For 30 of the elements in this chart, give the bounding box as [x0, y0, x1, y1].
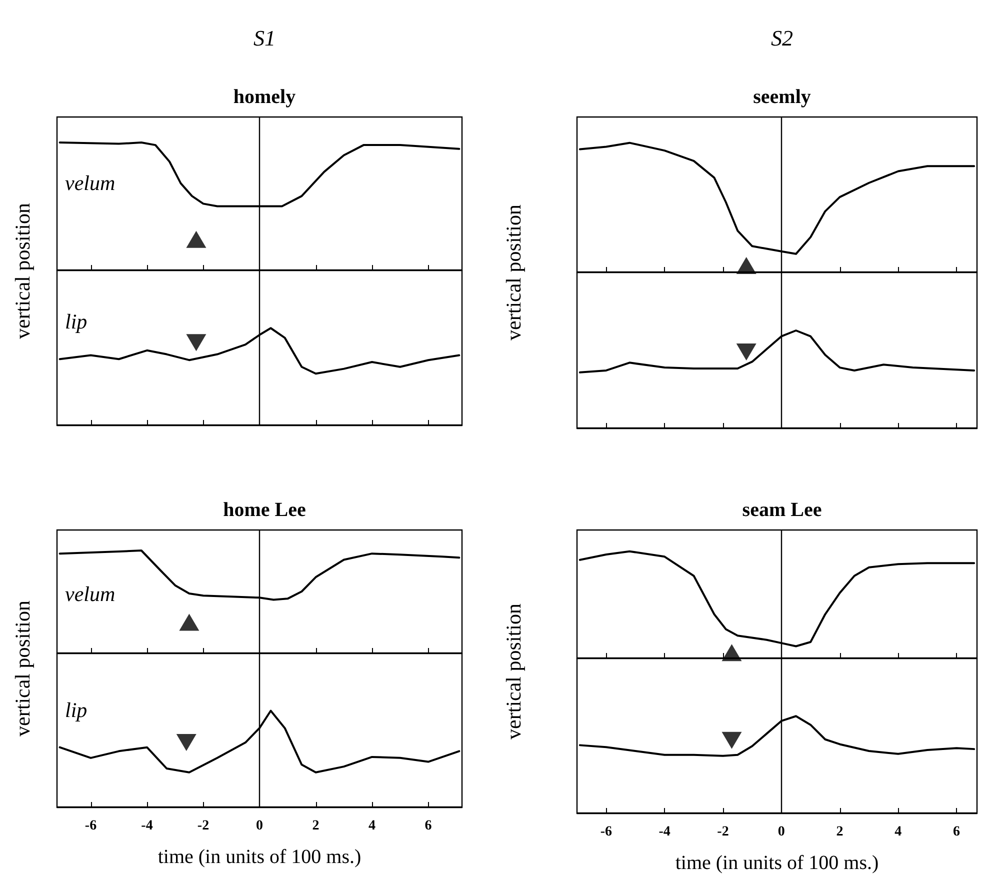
- x-axis-title: time (in units of 100 ms.): [675, 852, 879, 874]
- series-label: velum: [65, 582, 116, 606]
- x-tick-label: 0: [778, 824, 785, 840]
- y-axis-title: vertical position: [10, 600, 34, 736]
- x-tick-label: -6: [84, 818, 97, 834]
- text: S1: [254, 26, 276, 50]
- text: S2: [771, 26, 793, 50]
- x-tick-label: -4: [141, 818, 153, 834]
- x-tick-label: 0: [256, 818, 263, 834]
- x-tick-label: -2: [717, 824, 729, 840]
- y-axis-title: vertical position: [502, 204, 526, 340]
- series-label: lip: [65, 698, 88, 722]
- y-axis-title: vertical position: [502, 603, 526, 740]
- series-label: velum: [65, 171, 116, 195]
- y-axis-title: vertical position: [10, 202, 34, 339]
- series-label: lip: [65, 310, 88, 334]
- chart-title: homely: [233, 86, 296, 108]
- x-tick-label: 2: [836, 824, 844, 840]
- x-tick-label: 4: [894, 824, 902, 840]
- chart-title: seam Lee: [742, 499, 822, 521]
- x-axis-title: time (in units of 100 ms.): [158, 846, 362, 868]
- x-tick-label: 2: [312, 818, 320, 834]
- x-tick-label: 6: [424, 818, 432, 834]
- x-tick-label: 4: [368, 818, 376, 834]
- x-tick-label: -4: [658, 824, 670, 840]
- x-tick-label: 6: [953, 824, 960, 840]
- x-tick-label: -6: [600, 824, 612, 840]
- chart-title: seemly: [753, 86, 811, 108]
- x-tick-label: -2: [197, 818, 210, 834]
- chart-title: home Lee: [223, 499, 306, 521]
